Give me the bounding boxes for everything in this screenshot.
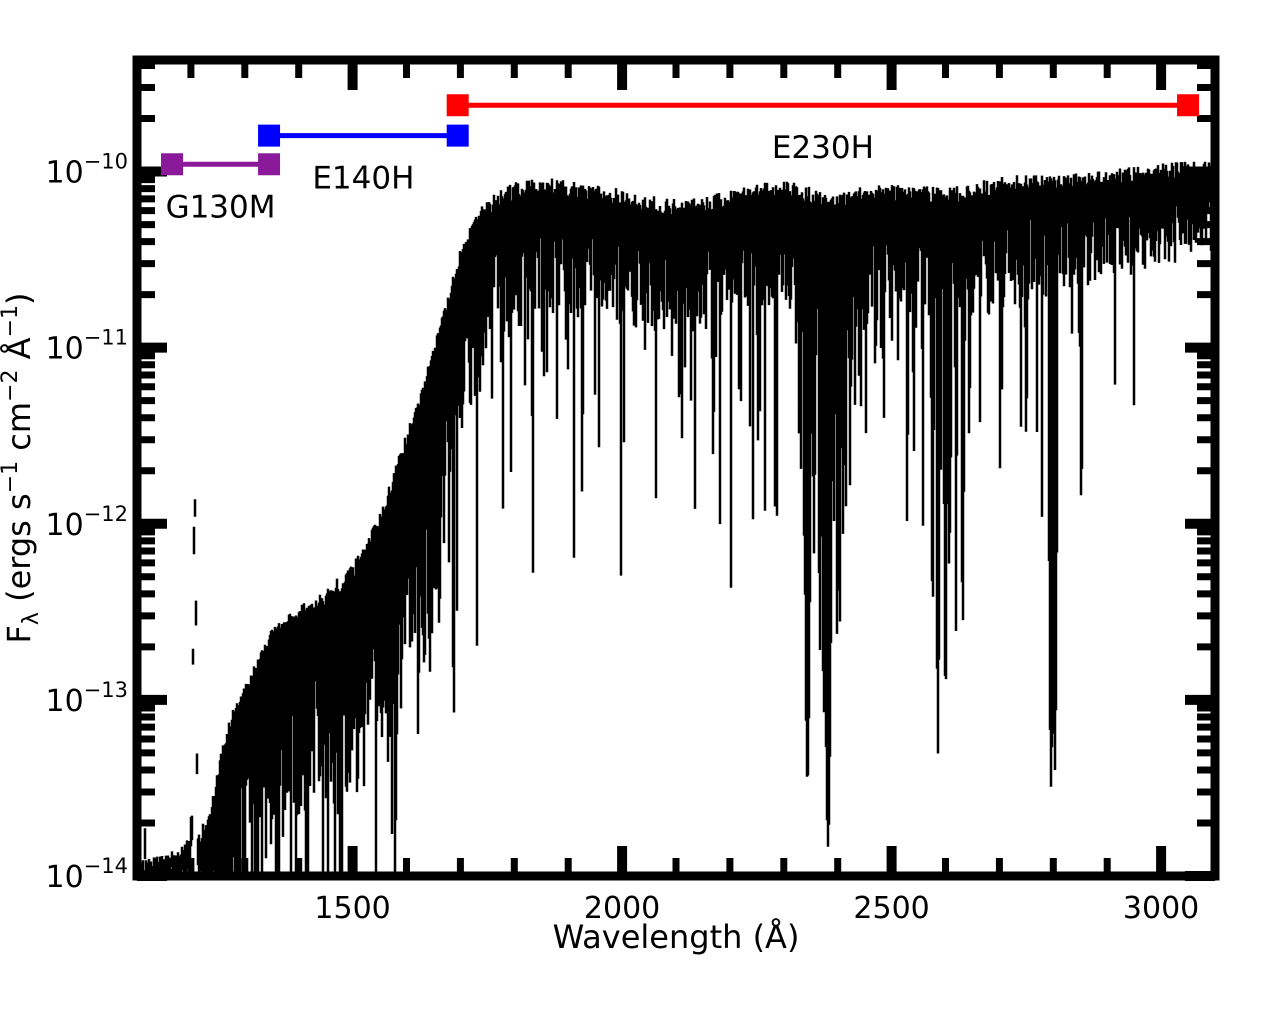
y-tick-label: 10−14	[45, 854, 128, 895]
x-tick-label: 2000	[584, 891, 660, 926]
y-tick-label: 10−11	[45, 326, 128, 367]
band-label: G130M	[166, 189, 276, 225]
x-tick-label: 1500	[314, 891, 390, 926]
x-tick-label: 3000	[1123, 891, 1199, 926]
x-axis-title: Wavelength (Å)	[553, 918, 800, 956]
band-endpoint-marker	[1177, 94, 1200, 117]
y-tick-label: 10−13	[45, 678, 128, 719]
y-tick-label: 10−12	[45, 502, 128, 543]
instrument-band-g130m: G130M	[161, 153, 281, 225]
axis-ticks	[137, 60, 1215, 881]
band-endpoint-marker	[446, 94, 469, 117]
x-tick-label: 2500	[853, 891, 929, 926]
band-endpoint-marker	[161, 153, 184, 176]
instrument-band-e140h: E140H	[258, 124, 469, 197]
band-label: E140H	[312, 161, 414, 197]
y-axis-title: Fλ (ergs s−1 cm−2 Å−1)	[0, 293, 44, 644]
band-endpoint-marker	[446, 124, 469, 147]
y-tick-label: 10−10	[45, 150, 128, 191]
band-endpoint-marker	[258, 153, 281, 176]
band-endpoint-marker	[258, 124, 281, 147]
band-label: E230H	[772, 130, 874, 166]
instrument-band-e230h: E230H	[446, 94, 1200, 166]
